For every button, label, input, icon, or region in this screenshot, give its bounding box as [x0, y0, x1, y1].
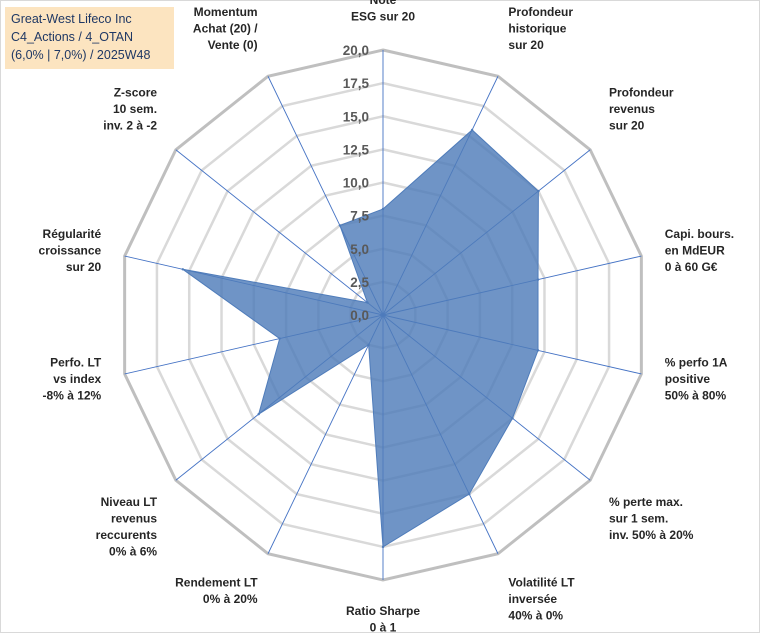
data-point-12 [366, 301, 369, 304]
chart-title-line3: (6,0% | 7,0%) / 2025W48 [11, 48, 151, 62]
data-point-6 [468, 492, 471, 496]
category-label: revenus [111, 512, 157, 526]
category-label: Perfo. LT [50, 356, 102, 370]
chart-title-box: Great-West Lifeco Inc C4_Actions / 4_OTA… [5, 7, 174, 69]
spoke-8 [267, 314, 384, 554]
category-label: inversée [508, 592, 557, 606]
data-point-4 [536, 349, 540, 352]
category-label: Z-score [114, 85, 158, 99]
series-area-0 [182, 129, 539, 548]
data-point-0 [381, 207, 385, 211]
data-point-3 [536, 278, 540, 281]
chart-title-line1: Great-West Lifeco Inc [11, 12, 132, 26]
chart-title-line2: C4_Actions / 4_OTAN [11, 30, 134, 44]
category-label: sur 20 [508, 38, 544, 52]
data-point-2 [537, 189, 540, 193]
category-label: Profondeur [508, 5, 573, 19]
category-label: vs index [53, 372, 101, 386]
category-label: revenus [609, 102, 655, 116]
category-label: sur 1 sem. [609, 512, 668, 526]
category-label: reccurents [96, 528, 158, 542]
tick-label: 5,0 [350, 242, 369, 257]
tick-label: 12,5 [343, 142, 370, 157]
category-label: 0% à 20% [203, 592, 258, 606]
category-label: ESG sur 20 [351, 10, 415, 24]
tick-label: 0,0 [350, 308, 369, 323]
category-label: historique [508, 22, 566, 36]
category-label: inv. 2 à -2 [103, 118, 157, 132]
category-label: sur 20 [66, 260, 102, 274]
category-label: Capi. bours. [665, 227, 734, 241]
category-label: positive [665, 372, 711, 386]
category-label: Momentum [194, 5, 258, 19]
category-label: % perte max. [609, 495, 683, 509]
category-label: 0% à 6% [109, 545, 157, 559]
category-label: 0 à 60 G€ [665, 260, 718, 274]
data-point-5 [511, 417, 514, 420]
category-label: Niveau LT [101, 495, 158, 509]
tick-label: 15,0 [343, 109, 369, 124]
category-label: sur 20 [609, 118, 645, 132]
category-label: croissance [39, 243, 102, 257]
category-label: Vente (0) [208, 38, 258, 52]
data-point-9 [257, 412, 260, 416]
data-point-13 [338, 224, 342, 227]
category-label: en MdEUR [665, 243, 725, 257]
tick-label: 2,5 [350, 275, 369, 290]
category-label: 0 à 1 [370, 621, 397, 633]
category-label: % perfo 1A [665, 356, 728, 370]
data-point-1 [470, 128, 474, 132]
spoke-12 [175, 149, 384, 316]
category-label: Volatilité LT [508, 575, 575, 589]
data-point-10 [278, 337, 281, 340]
category-label: Rendement LT [175, 575, 258, 589]
category-label: inv. 50% à 20% [609, 528, 694, 542]
category-label: Régularité [43, 227, 102, 241]
tick-label: 10,0 [343, 176, 369, 191]
data-point-8 [367, 343, 370, 347]
data-point-7 [381, 545, 385, 549]
category-label: Ratio Sharpe [346, 604, 420, 618]
tick-label: 7,5 [350, 209, 369, 224]
category-label: Achat (20) / [193, 22, 258, 36]
tick-label: 17,5 [343, 76, 370, 91]
category-label: Note [370, 0, 397, 7]
category-label: 40% à 0% [508, 608, 563, 622]
tick-label: 20,0 [343, 43, 369, 58]
category-label: 50% à 80% [665, 389, 727, 403]
data-point-11 [181, 268, 184, 271]
category-label: -8% à 12% [43, 389, 102, 403]
category-label: Profondeur [609, 85, 674, 99]
category-label: 10 sem. [113, 102, 157, 116]
